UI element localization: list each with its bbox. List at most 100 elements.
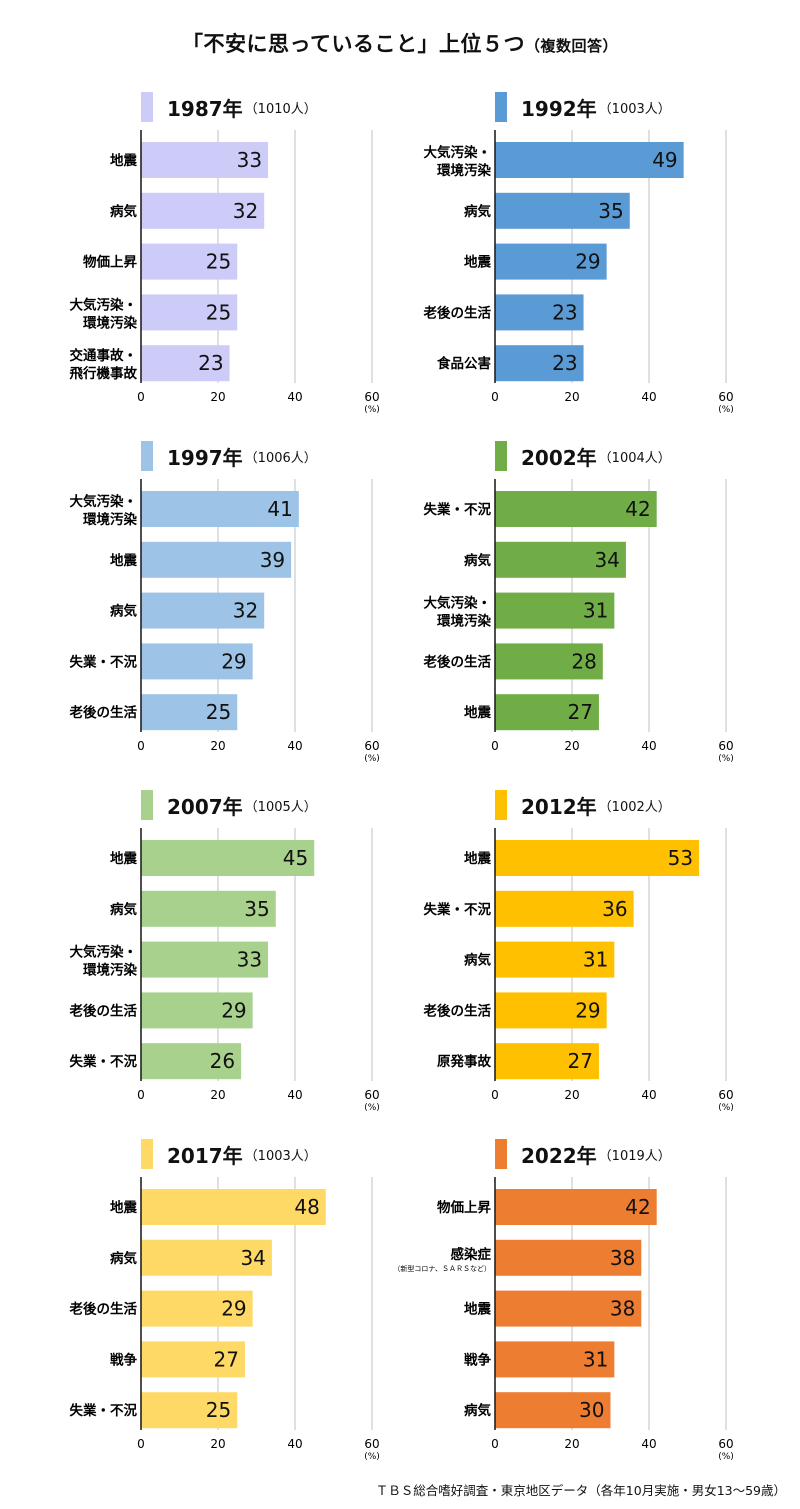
data-label: 29 — [221, 649, 246, 673]
unit-label: (%) — [718, 754, 734, 764]
tick-label: 20 — [564, 1437, 579, 1451]
bar — [141, 992, 253, 1029]
tick-label: 60 — [718, 1437, 733, 1451]
category-label: 大気汚染・ — [70, 944, 138, 961]
data-label: 34 — [240, 1246, 265, 1270]
category-label: 老後の生活 — [424, 304, 492, 321]
unit-label: (%) — [364, 1452, 380, 1462]
data-label: 25 — [206, 1398, 231, 1422]
chart-panel: 33 地震 32 病気 25 物価上昇 25 大気汚染・ 環境汚染 23 交通事故・ 飛行機事故 0 20… — [0, 73, 400, 423]
bar — [495, 243, 607, 280]
data-label: 27 — [567, 1049, 592, 1073]
bar — [141, 840, 315, 876]
chart-plot: 42 物価上昇 38 感染症（新型コロナ、ＳＡＲＳなど） 38 地震 31 戦争 30 病気 0 20… — [393, 1177, 734, 1462]
category-label: 感染症 — [451, 1246, 492, 1263]
color-swatch — [141, 790, 153, 820]
bar — [141, 592, 265, 629]
tick-label: 40 — [641, 739, 656, 753]
tick-label: 20 — [210, 1437, 225, 1451]
chart-panel: 53 地震 36 失業・不況 31 病気 29 老後の生活 27 原発事故 0 20 40 60 (%) 20… — [354, 771, 754, 1121]
year-label: 2002年 — [521, 445, 597, 470]
chart-panel: 42 失業・不況 34 病気 31 大気汚染・ 環境汚染 28 老後の生活 27 地震 0 20 40 60… — [354, 422, 754, 772]
data-label: 34 — [594, 548, 619, 572]
chart-header: 2017年 （1003人） — [141, 1136, 317, 1172]
unit-label: (%) — [364, 1103, 380, 1113]
color-swatch — [141, 92, 153, 122]
chart-header: 2022年 （1019人） — [495, 1136, 671, 1172]
category-label: 物価上昇 — [83, 254, 137, 271]
chart-plot: 33 地震 32 病気 25 物価上昇 25 大気汚染・環境汚染 23 交通事故・飛行機事故 0 20… — [69, 130, 380, 415]
tick-label: 60 — [364, 739, 379, 753]
bar — [495, 1290, 642, 1327]
category-label: 環境汚染 — [83, 511, 137, 528]
data-label: 35 — [244, 897, 269, 921]
tick-label: 0 — [491, 1088, 499, 1102]
data-label: 32 — [233, 599, 258, 623]
chart-plot: 53 地震 36 失業・不況 31 病気 29 老後の生活 27 原発事故 0 20 40 60(%) — [424, 828, 734, 1113]
data-label: 33 — [237, 948, 262, 972]
data-label: 25 — [206, 250, 231, 274]
category-label: 老後の生活 — [424, 1002, 492, 1019]
bar — [495, 541, 626, 578]
bar — [141, 890, 276, 927]
respondents-label: （1002人） — [598, 799, 671, 815]
bar — [495, 1239, 642, 1276]
data-label: 29 — [221, 998, 246, 1022]
data-label: 38 — [610, 1297, 635, 1321]
category-label: 失業・不況 — [70, 1053, 138, 1070]
tick-label: 20 — [210, 390, 225, 404]
bar — [141, 142, 269, 178]
main-title: 「不安に思っていること」上位５つ（複数回答） — [0, 28, 800, 58]
tick-label: 40 — [287, 739, 302, 753]
bar — [495, 992, 607, 1029]
tick-label: 60 — [718, 1088, 733, 1102]
data-label: 23 — [198, 351, 223, 375]
chart-panel: 48 地震 34 病気 29 老後の生活 27 戦争 25 失業・不況 0 20 40 60 (%) 2017… — [0, 1120, 400, 1470]
bar — [495, 192, 630, 229]
category-label: 病気 — [110, 603, 137, 620]
unit-label: (%) — [718, 405, 734, 415]
category-label: 失業・不況 — [424, 901, 492, 918]
category-label: 環境汚染 — [83, 314, 137, 331]
data-label: 45 — [283, 846, 308, 870]
chart-panel: 41 大気汚染・ 環境汚染 39 地震 32 病気 29 失業・不況 25 老後の生活 0 20 40 60… — [0, 422, 400, 772]
tick-label: 40 — [287, 1437, 302, 1451]
category-label: 老後の生活 — [424, 653, 492, 670]
year-label: 2007年 — [167, 794, 243, 819]
category-label: 病気 — [110, 901, 137, 918]
bar — [495, 1392, 611, 1429]
category-label: 飛行機事故 — [69, 365, 138, 382]
data-label: 31 — [583, 948, 608, 972]
data-label: 23 — [552, 351, 577, 375]
bar — [495, 643, 603, 680]
tick-label: 60 — [364, 1437, 379, 1451]
chart-header: 1997年 （1006人） — [141, 438, 317, 474]
chart-panel: 45 地震 35 病気 33 大気汚染・ 環境汚染 29 老後の生活 26 失業・不況 0 20 40 60… — [0, 771, 400, 1121]
chart-plot: 41 大気汚染・環境汚染 39 地震 32 病気 29 失業・不況 25 老後の生活 0 20 40 60… — [70, 479, 380, 764]
chart-header: 2002年 （1004人） — [495, 438, 671, 474]
bar — [495, 491, 657, 527]
year-label: 2022年 — [521, 1143, 597, 1168]
tick-label: 0 — [137, 390, 145, 404]
data-label: 23 — [552, 300, 577, 324]
category-label: 地震 — [464, 1301, 491, 1318]
data-label: 36 — [602, 897, 627, 921]
bar — [495, 941, 615, 978]
bar — [141, 1239, 272, 1276]
tick-label: 40 — [287, 390, 302, 404]
data-label: 30 — [579, 1398, 604, 1422]
data-label: 38 — [610, 1246, 635, 1270]
year-label: 2017年 — [167, 1143, 243, 1168]
respondents-label: （1004人） — [598, 450, 671, 466]
chart-plot: 49 大気汚染・環境汚染 35 病気 29 地震 23 老後の生活 23 食品公害 0 20 40 60(… — [424, 130, 734, 415]
chart-header: 1987年 （1010人） — [141, 89, 317, 125]
data-label: 29 — [575, 998, 600, 1022]
category-label: 地震 — [464, 254, 491, 271]
data-label: 27 — [567, 700, 592, 724]
category-label: 地震 — [464, 850, 491, 867]
chart-panel: 49 大気汚染・ 環境汚染 35 病気 29 地震 23 老後の生活 23 食品公害 0 20 40 60(… — [354, 73, 754, 423]
category-label: 病気 — [110, 203, 137, 220]
data-label: 29 — [575, 250, 600, 274]
data-label: 29 — [221, 1297, 246, 1321]
